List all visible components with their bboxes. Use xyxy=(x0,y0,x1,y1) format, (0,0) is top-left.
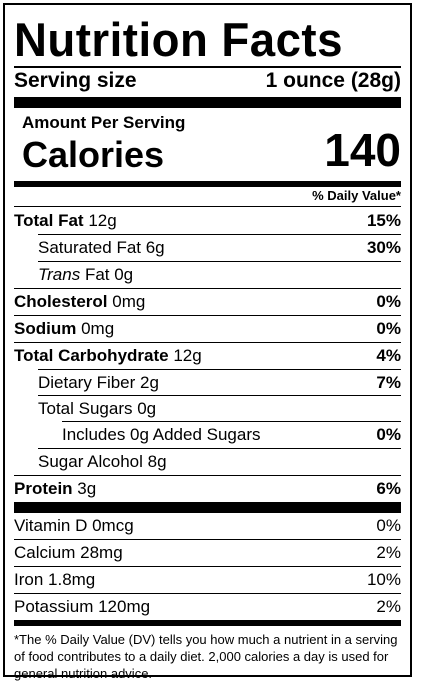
nutrient-name: Sugar Alcohol 8g xyxy=(38,452,167,471)
nutrient-dv: 6% xyxy=(376,479,401,498)
nutrient-label-bold: Sodium xyxy=(14,319,77,338)
nutrient-dv: 0% xyxy=(376,319,401,338)
vitamin-name: Potassium 120mg xyxy=(14,597,151,616)
divider-line xyxy=(14,206,401,207)
divider-thick-protein xyxy=(14,502,401,513)
trans-prefix: Trans xyxy=(38,265,81,284)
nutrient-amount: 3g xyxy=(77,479,97,498)
nutrient-dv: 30% xyxy=(366,238,401,257)
nutrient-label-bold: Cholesterol xyxy=(14,292,108,311)
divider-line xyxy=(14,315,401,316)
label-title: Nutrition Facts xyxy=(14,13,343,66)
nutrient-row-sodium: Sodium 0mg 0% xyxy=(14,316,401,342)
divider-line xyxy=(14,342,401,343)
nutrient-dv: 0% xyxy=(376,425,401,444)
nutrient-row-total-sugars: Total Sugars 0g xyxy=(14,396,401,422)
nutrient-amount: 12g xyxy=(88,211,117,230)
divider-medium-footnote xyxy=(14,620,401,626)
nutrient-amount: 0mg xyxy=(112,292,146,311)
nutrient-dv: 4% xyxy=(376,346,401,365)
serving-size-row: Serving size 1 ounce (28g) xyxy=(14,69,401,93)
divider-line xyxy=(38,395,401,396)
divider-line xyxy=(38,234,401,235)
nutrient-row-saturated-fat: Saturated Fat 6g 30% xyxy=(14,235,401,261)
vitamin-row-iron: Iron 1.8mg 10% xyxy=(14,567,401,593)
nutrient-name: Total Carbohydrate 12g xyxy=(14,343,202,369)
nutrient-name: Sodium 0mg xyxy=(14,316,114,342)
amount-per-serving: Amount Per Serving xyxy=(22,113,186,132)
daily-value-header: % Daily Value* xyxy=(312,188,401,203)
vitamin-dv: 0% xyxy=(376,516,401,535)
nutrient-row-total-carbohydrate: Total Carbohydrate 12g 4% xyxy=(14,343,401,369)
serving-size-value: 1 ounce (28g) xyxy=(265,69,401,92)
vitamin-row-potassium: Potassium 120mg 2% xyxy=(14,594,401,620)
vitamin-dv: 10% xyxy=(366,570,401,589)
divider-line xyxy=(14,566,401,567)
nutrient-label-bold: Protein xyxy=(14,479,73,498)
divider-line xyxy=(14,593,401,594)
nutrient-name: Saturated Fat 6g xyxy=(38,238,165,257)
calories-label: Calories xyxy=(22,134,165,175)
divider-medium-calories xyxy=(14,181,401,187)
serving-size-label: Serving size xyxy=(14,69,137,92)
nutrient-name: Total Fat 12g xyxy=(14,208,117,234)
divider-line xyxy=(14,288,401,289)
nutrient-row-sugar-alcohol: Sugar Alcohol 8g xyxy=(14,449,401,475)
vitamin-row-vitamin-d: Vitamin D 0mcg 0% xyxy=(14,513,401,539)
nutrient-dv: 0% xyxy=(376,292,401,311)
vitamin-dv: 2% xyxy=(376,543,401,562)
nutrient-row-dietary-fiber: Dietary Fiber 2g 7% xyxy=(14,370,401,396)
nutrient-label-bold: Total Fat xyxy=(14,211,84,230)
nutrient-name: Protein 3g xyxy=(14,476,96,502)
nutrient-row-protein: Protein 3g 6% xyxy=(14,476,401,502)
label-content: Nutrition Facts Serving size 1 ounce (28… xyxy=(14,5,401,681)
nutrient-amount: Fat 0g xyxy=(84,265,134,284)
vitamin-name: Calcium 28mg xyxy=(14,543,123,562)
nutrient-dv: 15% xyxy=(366,211,401,230)
nutrient-name: Dietary Fiber 2g xyxy=(38,373,159,392)
divider-line xyxy=(14,475,401,476)
nutrient-row-trans-fat: Trans Fat 0g xyxy=(14,262,401,288)
nutrient-name: Cholesterol 0mg xyxy=(14,289,145,315)
nutrient-amount: 0mg xyxy=(81,319,115,338)
nutrient-label-bold: Total Carbohydrate xyxy=(14,346,169,365)
nutrient-dv: 7% xyxy=(376,373,401,392)
nutrient-amount: 12g xyxy=(173,346,202,365)
footnote: *The % Daily Value (DV) tells you how mu… xyxy=(14,632,398,681)
vitamin-name: Iron 1.8mg xyxy=(14,570,96,589)
divider-line xyxy=(14,539,401,540)
divider-thick-serving xyxy=(14,97,401,108)
nutrient-name: Includes 0g Added Sugars xyxy=(62,425,261,444)
divider-line xyxy=(38,448,401,449)
nutrient-name: Trans Fat 0g xyxy=(38,262,133,288)
divider-line xyxy=(38,369,401,370)
vitamin-dv: 2% xyxy=(376,597,401,616)
nutrient-row-cholesterol: Cholesterol 0mg 0% xyxy=(14,289,401,315)
divider-title xyxy=(14,66,401,68)
nutrient-row-added-sugars: Includes 0g Added Sugars 0% xyxy=(14,422,401,448)
calories-value: 140 xyxy=(324,124,401,176)
nutrient-name: Total Sugars 0g xyxy=(38,399,157,418)
divider-line xyxy=(62,421,401,422)
divider-line xyxy=(38,261,401,262)
nutrient-row-total-fat: Total Fat 12g 15% xyxy=(14,208,401,234)
nutrition-facts-label: Nutrition Facts Serving size 1 ounce (28… xyxy=(3,3,412,681)
vitamin-row-calcium: Calcium 28mg 2% xyxy=(14,540,401,566)
vitamin-name: Vitamin D 0mcg xyxy=(14,516,134,535)
